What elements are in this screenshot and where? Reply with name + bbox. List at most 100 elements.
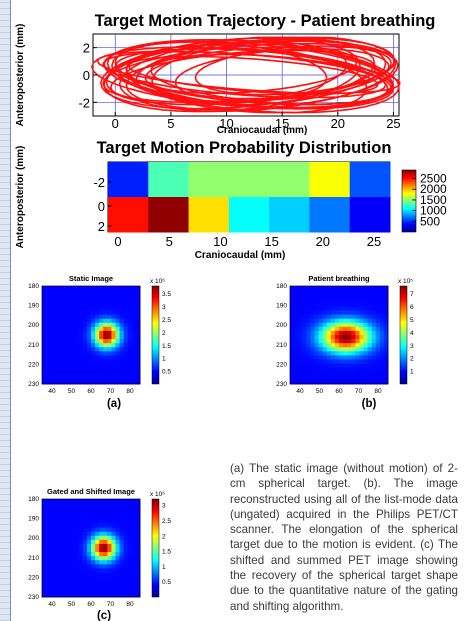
image-pixel: [91, 339, 96, 344]
image-pixel: [318, 298, 324, 303]
image-pixel: [115, 588, 120, 594]
image-pixel: [298, 294, 303, 299]
image-pixel: [334, 367, 340, 373]
image-pixel: [78, 535, 84, 541]
image-pixel: [290, 322, 295, 328]
image-pixel: [347, 314, 352, 320]
image-pixel: [58, 330, 63, 336]
image-pixel: [46, 568, 51, 573]
image-pixel: [99, 507, 104, 512]
image-pixel: [131, 576, 137, 582]
image-pixel: [135, 351, 141, 356]
image-pixel: [371, 355, 377, 360]
image-pixel: [367, 302, 373, 307]
image-pixel: [111, 302, 116, 307]
image-pixel: [103, 310, 108, 315]
image-pixel: [351, 290, 356, 295]
image-pixel: [334, 306, 340, 311]
image-pixel: [294, 363, 299, 369]
image-pixel: [70, 351, 76, 356]
image-pixel: [290, 318, 295, 324]
image-pixel: [115, 367, 120, 373]
image-pixel: [95, 359, 100, 364]
image-pixel: [54, 306, 59, 311]
image-pixel: [66, 531, 71, 537]
image-pixel: [62, 592, 67, 598]
image-pixel: [351, 371, 356, 377]
image-pixel: [375, 318, 381, 324]
image-pixel: [379, 322, 385, 328]
image-pixel: [66, 318, 71, 324]
image-pixel: [314, 326, 319, 332]
image-pixel: [66, 519, 71, 524]
image-pixel: [50, 294, 55, 299]
image-pixel: [119, 310, 125, 315]
image-pixel: [306, 322, 311, 328]
image-pixel: [111, 310, 116, 315]
image-pixel: [111, 576, 116, 582]
image-pixel: [371, 302, 377, 307]
image-pixel: [50, 343, 55, 348]
image-pixel: [111, 306, 116, 311]
image-pixel: [290, 371, 295, 377]
image-pixel: [62, 519, 67, 524]
colorbar-exponent: x 10⁶: [150, 491, 165, 498]
image-pixel: [375, 359, 381, 364]
image-pixel: [70, 576, 76, 582]
x-tick-label: 40: [48, 601, 56, 608]
image-pixel: [82, 531, 88, 537]
image-pixel: [351, 363, 356, 369]
panel-frame: [289, 285, 389, 385]
image-pixel: [103, 531, 108, 537]
image-pixel: [115, 379, 120, 385]
image-pixel: [103, 556, 108, 561]
image-pixel: [66, 347, 71, 352]
image-pixel: [91, 527, 96, 533]
image-pixel: [103, 572, 108, 577]
image-pixel: [123, 286, 129, 291]
image-pixel: [363, 371, 368, 377]
image-pixel: [131, 343, 137, 348]
image-pixel: [54, 375, 59, 381]
image-pixel: [115, 531, 120, 537]
image-pixel: [339, 375, 344, 381]
image-pixel: [306, 330, 311, 336]
image-pixel: [298, 351, 303, 356]
image-pixel: [318, 314, 324, 320]
image-pixel: [119, 330, 125, 336]
image-pixel: [107, 556, 112, 561]
image-pixel: [91, 355, 96, 360]
image-pixel: [86, 330, 92, 336]
image-pixel: [123, 576, 129, 582]
image-pixel: [50, 543, 55, 549]
image-pixel: [383, 375, 389, 381]
image-pixel: [131, 314, 137, 320]
image-pixel: [62, 306, 67, 311]
image-pixel: [363, 343, 368, 348]
panel-title: Patient breathing: [308, 274, 370, 283]
image-pixel: [339, 330, 344, 336]
image-pixel: [54, 330, 59, 336]
image-pixel: [339, 371, 344, 377]
image-pixel: [127, 564, 133, 569]
image-pixel: [78, 519, 84, 524]
image-pixel: [326, 347, 332, 352]
image-pixel: [119, 302, 125, 307]
image-pixel: [111, 503, 116, 508]
image-pixel: [334, 310, 340, 315]
image-pixel: [290, 310, 295, 315]
image-pixel: [119, 314, 125, 320]
image-pixel: [123, 379, 129, 385]
image-pixel: [107, 339, 112, 344]
figure-caption: (a) The static image (without motion) of…: [230, 462, 458, 613]
image-pixel: [123, 363, 129, 369]
image-pixel: [58, 511, 63, 516]
image-pixel: [343, 318, 348, 324]
image-pixel: [290, 347, 295, 352]
image-pixel: [62, 572, 67, 577]
image-pixel: [355, 379, 360, 385]
image-pixel: [103, 322, 108, 328]
image-pixel: [131, 347, 137, 352]
image-pixel: [355, 330, 360, 336]
